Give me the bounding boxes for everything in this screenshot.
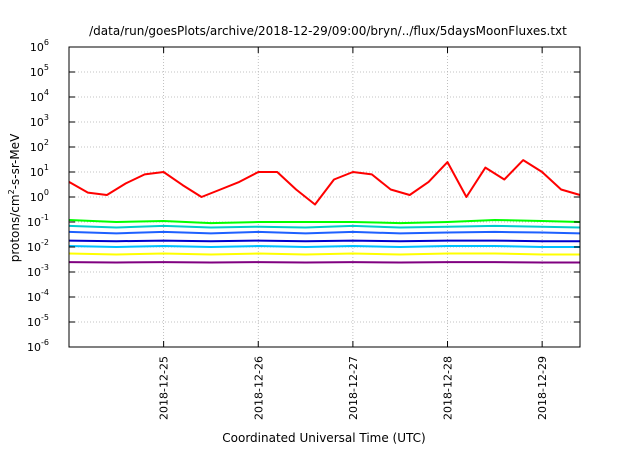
y-tick-label: 10-3	[27, 263, 49, 279]
y-tick-label: 100	[30, 188, 49, 204]
x-tick-label: 2018-12-25	[158, 356, 171, 420]
grid-lines	[69, 47, 580, 347]
y-axis-label-base: protons/cm	[8, 194, 22, 262]
x-tick-label: 2018-12-26	[252, 356, 265, 420]
y-tick-label: 10-4	[27, 288, 49, 304]
y-tick-label: 103	[30, 113, 49, 129]
chart-title: /data/run/goesPlots/archive/2018-12-29/0…	[89, 24, 567, 38]
y-tick-label: 104	[30, 88, 49, 104]
y-tick-label: 10-6	[27, 338, 49, 354]
x-tick-label: 2018-12-27	[347, 356, 360, 420]
y-tick-label: 105	[30, 63, 49, 79]
series-line-6	[69, 246, 580, 247]
series-line-3	[69, 226, 580, 228]
series-line-7	[69, 254, 580, 255]
series-line-5	[69, 241, 580, 242]
y-tick-label: 102	[30, 138, 49, 154]
x-axis-label: Coordinated Universal Time (UTC)	[222, 431, 425, 445]
series-lines	[69, 160, 580, 262]
y-tick-label: 10-1	[27, 213, 49, 229]
series-line-2	[69, 220, 580, 223]
y-tick-label: 101	[30, 163, 49, 179]
y-tick-label: 10-2	[27, 238, 49, 254]
series-line-1	[69, 160, 580, 204]
y-tick-label: 10-5	[27, 313, 49, 329]
x-tick-label: 2018-12-29	[536, 356, 549, 420]
series-line-4	[69, 232, 580, 234]
y-axis-label: protons/cm2-s-sr-MeV	[7, 133, 22, 262]
y-tick-label: 106	[30, 38, 49, 54]
y-axis-label-rest: -s-sr-MeV	[8, 133, 22, 189]
x-tick-label: 2018-12-28	[442, 356, 455, 420]
